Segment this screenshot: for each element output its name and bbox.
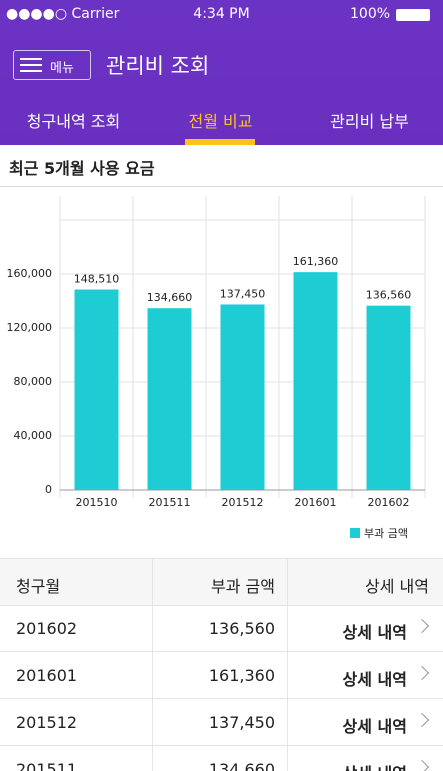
menu-button[interactable]: 메뉴: [13, 50, 91, 80]
bar: [293, 272, 338, 490]
table-row[interactable]: 201512 137,450 상세 내역: [0, 699, 443, 746]
carrier: ●●●●○ Carrier: [6, 6, 120, 22]
header-cell: 청구월: [16, 577, 61, 596]
value-label: 161,360: [293, 255, 339, 268]
x-tick-label: 201512: [222, 496, 264, 509]
hamburger-icon: [20, 58, 42, 60]
cell: 201601: [16, 666, 78, 685]
y-tick-label: 0: [45, 483, 52, 496]
value-label: 136,560: [366, 289, 412, 302]
chevron: [414, 759, 430, 771]
bar: [366, 305, 411, 490]
page-title: 관리비 조회: [106, 54, 210, 78]
tab-indicator: [185, 139, 255, 145]
y-tick-label: 80,000: [14, 375, 53, 388]
battery-text: 100%: [350, 6, 391, 22]
app-bar: ●●●●○ Carrier 4:34 PM 100% 메뉴 관리비 조회 청구내…: [0, 0, 443, 145]
chevron: [414, 712, 430, 728]
y-tick-label: 160,000: [7, 267, 53, 280]
table-row[interactable]: 201602 136,560 상세 내역: [0, 605, 443, 652]
bar: [74, 289, 119, 490]
header-cell: 부과 금액: [211, 577, 275, 596]
bar: [147, 308, 192, 490]
tab[interactable]: 청구내역 조회: [26, 112, 121, 131]
value-label: 134,660: [147, 291, 193, 304]
chart: 0 40,000 80,000 120,000 160,000 201510 201511 2…: [7, 196, 426, 540]
cell: 상세 내역: [342, 717, 407, 736]
table-row[interactable]: 201511 134,660 상세 내역: [0, 746, 443, 771]
y-tick-label: 120,000: [7, 321, 53, 334]
tab[interactable]: 관리비 납부: [330, 112, 409, 131]
table-header: 청구월 부과 금액 상세 내역: [0, 558, 443, 606]
legend-swatch: [350, 528, 360, 538]
section-title: 최근 5개월 사용 요금: [9, 159, 155, 178]
table-row[interactable]: 201601 161,360 상세 내역: [0, 652, 443, 699]
x-tick-label: 201511: [149, 496, 191, 509]
cell: 201512: [16, 713, 78, 732]
x-tick-label: 201510: [76, 496, 118, 509]
cell: 상세 내역: [343, 760, 407, 771]
bar: [220, 304, 265, 490]
x-tick-label: 201602: [368, 496, 410, 509]
chevron: [414, 618, 430, 634]
column-divider: [152, 558, 153, 771]
cell: 상세 내역: [342, 623, 407, 642]
tab-active[interactable]: 전월 비교: [188, 112, 253, 131]
battery-icon: [396, 9, 430, 21]
y-tick-label: 40,000: [14, 429, 53, 442]
column-divider: [287, 558, 288, 771]
divider: [0, 186, 443, 187]
cell: 161,360: [208, 666, 275, 685]
cell: 상세 내역: [342, 670, 407, 689]
cell: 134,660: [208, 760, 275, 771]
value-label: 148,510: [74, 273, 120, 286]
cell: 136,560: [208, 619, 275, 638]
header-cell: 상세 내역: [365, 577, 429, 596]
cell: 201511: [16, 760, 78, 771]
cell: 201602: [16, 619, 78, 638]
cell: 137,450: [208, 713, 275, 732]
chevron: [414, 665, 430, 681]
menu-label: 메뉴: [50, 61, 74, 76]
x-tick-label: 201601: [295, 496, 337, 509]
legend-label: 부과 금액: [364, 527, 408, 540]
clock: 4:34 PM: [193, 6, 250, 22]
value-label: 137,450: [220, 287, 266, 300]
